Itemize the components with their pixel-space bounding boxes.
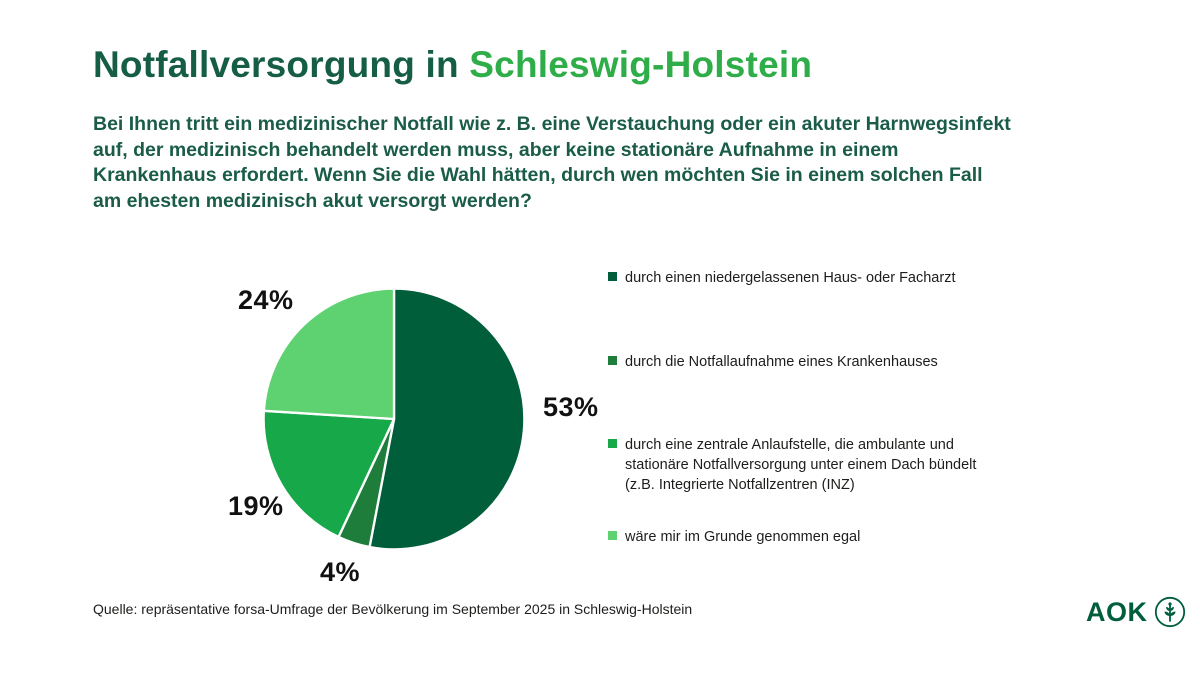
pie-slice	[262, 409, 396, 539]
legend-item-egal: wäre mir im Grunde genommen egal	[608, 527, 860, 547]
pie-value-label-inz: 19%	[228, 491, 284, 521]
pie-chart-svg	[262, 287, 526, 551]
legend-marker-hausarzt	[608, 272, 617, 281]
legend-item-notaufnahme: durch die Notfallaufnahme eines Krankenh…	[608, 352, 938, 372]
aok-tree-icon	[1154, 596, 1186, 628]
page-title-dark-part: Notfallversorgung in	[93, 44, 459, 85]
legend-item-hausarzt: durch einen niedergelassenen Haus- oder …	[608, 268, 955, 288]
page-title: Notfallversorgung in Schleswig-Holstein	[93, 44, 812, 86]
legend-label-hausarzt: durch einen niedergelassenen Haus- oder …	[625, 270, 956, 286]
pie-value-label-hausarzt: 53%	[543, 392, 599, 422]
legend-item-inz: durch eine zentrale Anlaufstelle, die am…	[608, 435, 1010, 495]
pie-value-label-egal: 24%	[238, 285, 294, 315]
pie-chart	[261, 286, 527, 552]
pie-slice	[368, 287, 526, 551]
pie-slice	[262, 287, 396, 421]
aok-logo-text: AOK	[1086, 596, 1148, 627]
legend-marker-egal	[608, 531, 617, 540]
survey-question: Bei Ihnen tritt ein medizinischer Notfal…	[93, 113, 1011, 212]
aok-logo: AOK	[1086, 596, 1186, 628]
source-note: Quelle: repräsentative forsa-Umfrage der…	[93, 601, 693, 617]
title-space	[459, 44, 469, 85]
legend-label-inz: durch eine zentrale Anlaufstelle, die am…	[625, 437, 977, 493]
page-title-green-part: Schleswig-Holstein	[469, 44, 813, 85]
pie-value-label-notaufnahme: 4%	[320, 557, 361, 587]
legend-marker-inz	[608, 439, 617, 448]
legend-label-egal: wäre mir im Grunde genommen egal	[625, 529, 861, 545]
legend-label-notaufnahme: durch die Notfallaufnahme eines Krankenh…	[625, 354, 938, 370]
legend-marker-notaufnahme	[608, 356, 617, 365]
